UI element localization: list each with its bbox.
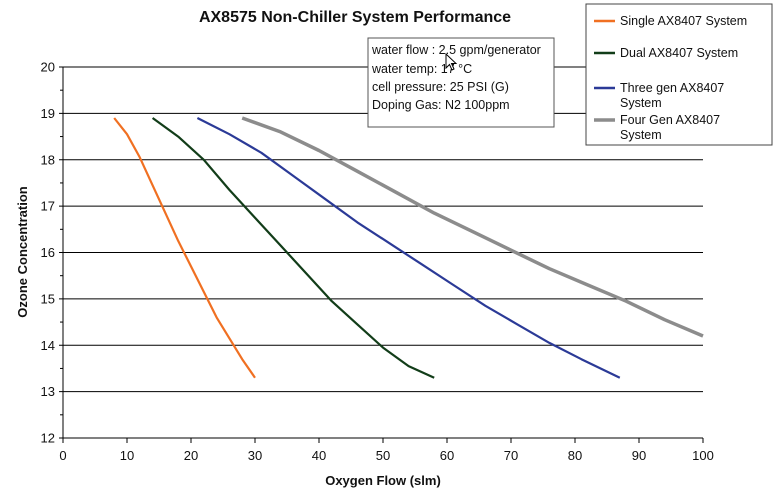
y-tick-label-14: 14 [41, 338, 55, 353]
annotation-line-2: water temp: 17 °C [371, 62, 472, 76]
x-axis-label: Oxygen Flow (slm) [325, 473, 441, 488]
y-tick-label-13: 13 [41, 384, 55, 399]
x-tick-label-50: 50 [376, 448, 390, 463]
annotation-line-3: cell pressure: 25 PSI (G) [372, 80, 509, 94]
legend: Single AX8407 System Dual AX8407 System … [585, 3, 773, 146]
legend-label-dual: Dual AX8407 System [620, 46, 738, 60]
x-tick-label-20: 20 [184, 448, 198, 463]
series-line-four [241, 116, 704, 338]
y-tick-label-16: 16 [41, 245, 55, 260]
legend-label-three-line-2: System [620, 96, 662, 110]
x-tick-label-30: 30 [248, 448, 262, 463]
y-tick-label-19: 19 [41, 106, 55, 121]
annotation-frame [367, 37, 555, 128]
y-axis-label: Ozone Concentration [15, 186, 30, 318]
legend-label-four: Four Gen AX8407 System [620, 113, 724, 142]
x-tick-label-100: 100 [692, 448, 714, 463]
annotation-line-4: Doping Gas: N2 100ppm [372, 98, 510, 112]
legend-label-three: Three gen AX8407 System [620, 81, 728, 110]
chart-title: AX8575 Non-Chiller System Performance [199, 9, 511, 26]
series-line-three [196, 117, 621, 379]
legend-label-three-line-1: Three gen AX8407 [620, 81, 724, 95]
x-tick-label-90: 90 [632, 448, 646, 463]
y-tick-label-12: 12 [41, 431, 55, 446]
series-line-dual [151, 117, 435, 379]
y-tick-label-20: 20 [41, 60, 55, 75]
y-tick-label-15: 15 [41, 291, 55, 306]
x-tick-label-40: 40 [312, 448, 326, 463]
x-tick-label-60: 60 [440, 448, 454, 463]
x-tick-label-80: 80 [568, 448, 582, 463]
legend-label-single: Single AX8407 System [620, 14, 747, 28]
y-tick-label-17: 17 [41, 199, 55, 214]
mouse-cursor-icon [445, 52, 458, 71]
series-line-single [113, 117, 256, 379]
x-tick-label-70: 70 [504, 448, 518, 463]
legend-label-four-line-2: System [620, 128, 662, 142]
x-tick-label-10: 10 [120, 448, 134, 463]
annotation-box: water flow : 2.5 gpm/generator water tem… [367, 37, 555, 128]
legend-label-four-line-1: Four Gen AX8407 [620, 113, 720, 127]
x-tick-label-0: 0 [59, 448, 66, 463]
annotation-line-1: water flow : 2.5 gpm/generator [371, 43, 541, 57]
y-tick-label-18: 18 [41, 152, 55, 167]
legend-frame [585, 3, 773, 146]
